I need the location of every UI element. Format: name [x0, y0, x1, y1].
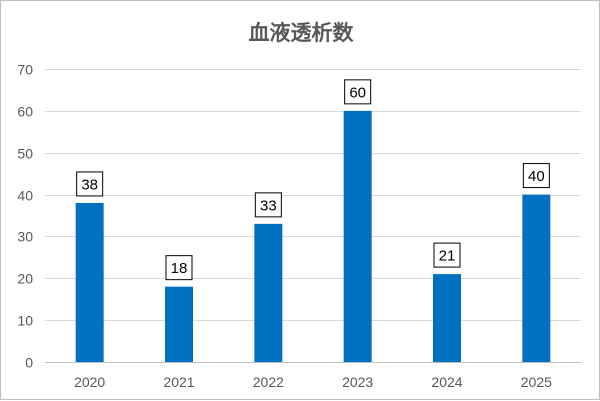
data-label-box [433, 242, 461, 268]
data-label: 21 [439, 248, 456, 265]
y-tick-label: 50 [17, 146, 33, 162]
data-label-box [76, 171, 104, 197]
y-tick-label: 40 [17, 188, 33, 204]
data-label-box [344, 79, 372, 105]
y-tick-label: 60 [17, 104, 33, 120]
bar [522, 194, 551, 362]
bar [433, 274, 461, 362]
x-tick-label: 2025 [521, 374, 552, 390]
x-tick-label: 2020 [74, 374, 105, 390]
data-label-box [522, 163, 550, 189]
chart-title: 血液透析数 [248, 21, 354, 45]
data-label: 38 [81, 176, 98, 193]
data-label-box [165, 255, 193, 281]
y-tick-label: 10 [17, 313, 33, 329]
bar [75, 202, 104, 362]
data-label: 40 [528, 168, 545, 185]
y-tick-label: 0 [25, 355, 33, 371]
bar [254, 223, 283, 362]
data-label: 18 [171, 260, 188, 277]
x-tick-label: 2021 [163, 374, 194, 390]
bar [343, 110, 372, 362]
x-tick-label: 2023 [342, 374, 373, 390]
y-tick-label: 30 [17, 229, 33, 245]
data-label: 60 [349, 84, 366, 101]
y-tick-label: 20 [17, 271, 33, 287]
x-tick-label: 2024 [431, 374, 462, 390]
data-label: 33 [260, 197, 277, 214]
bar [165, 286, 193, 362]
y-tick-label: 70 [17, 62, 33, 78]
data-label-box [254, 192, 282, 218]
x-tick-label: 2022 [253, 374, 284, 390]
